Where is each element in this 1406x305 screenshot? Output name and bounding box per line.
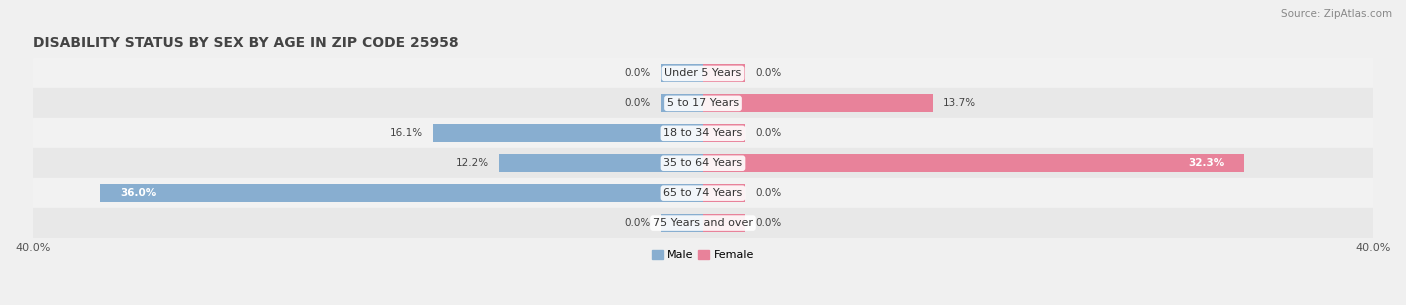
Bar (703, 124, 745, 142)
Text: DISABILITY STATUS BY SEX BY AGE IN ZIP CODE 25958: DISABILITY STATUS BY SEX BY AGE IN ZIP C… (32, 36, 458, 50)
Text: 0.0%: 0.0% (755, 218, 782, 228)
Text: 35 to 64 Years: 35 to 64 Years (664, 158, 742, 168)
Bar (661, 214, 703, 232)
Bar (32, 118, 1374, 148)
Text: 0.0%: 0.0% (624, 68, 651, 78)
Bar (703, 94, 932, 112)
Text: 18 to 34 Years: 18 to 34 Years (664, 128, 742, 138)
Text: 0.0%: 0.0% (624, 98, 651, 108)
Bar (703, 184, 745, 202)
Text: 75 Years and over: 75 Years and over (652, 218, 754, 228)
Bar (32, 59, 1374, 88)
Text: Source: ZipAtlas.com: Source: ZipAtlas.com (1281, 9, 1392, 19)
Text: 0.0%: 0.0% (755, 68, 782, 78)
Bar (661, 64, 703, 82)
Bar (100, 184, 703, 202)
Bar (32, 148, 1374, 178)
Bar (661, 94, 703, 112)
Text: Under 5 Years: Under 5 Years (665, 68, 741, 78)
Bar (433, 124, 703, 142)
Text: 65 to 74 Years: 65 to 74 Years (664, 188, 742, 198)
Text: 5 to 17 Years: 5 to 17 Years (666, 98, 740, 108)
Text: 12.2%: 12.2% (456, 158, 488, 168)
Text: 36.0%: 36.0% (120, 188, 156, 198)
Bar (32, 88, 1374, 118)
Bar (703, 64, 745, 82)
Text: 0.0%: 0.0% (624, 218, 651, 228)
Bar (499, 154, 703, 172)
Bar (703, 154, 1244, 172)
Text: 13.7%: 13.7% (942, 98, 976, 108)
Legend: Male, Female: Male, Female (647, 246, 759, 265)
Text: 32.3%: 32.3% (1188, 158, 1225, 168)
Text: 16.1%: 16.1% (389, 128, 423, 138)
Text: 0.0%: 0.0% (755, 128, 782, 138)
Bar (32, 178, 1374, 208)
Bar (32, 208, 1374, 238)
Text: 0.0%: 0.0% (755, 188, 782, 198)
Bar (703, 214, 745, 232)
